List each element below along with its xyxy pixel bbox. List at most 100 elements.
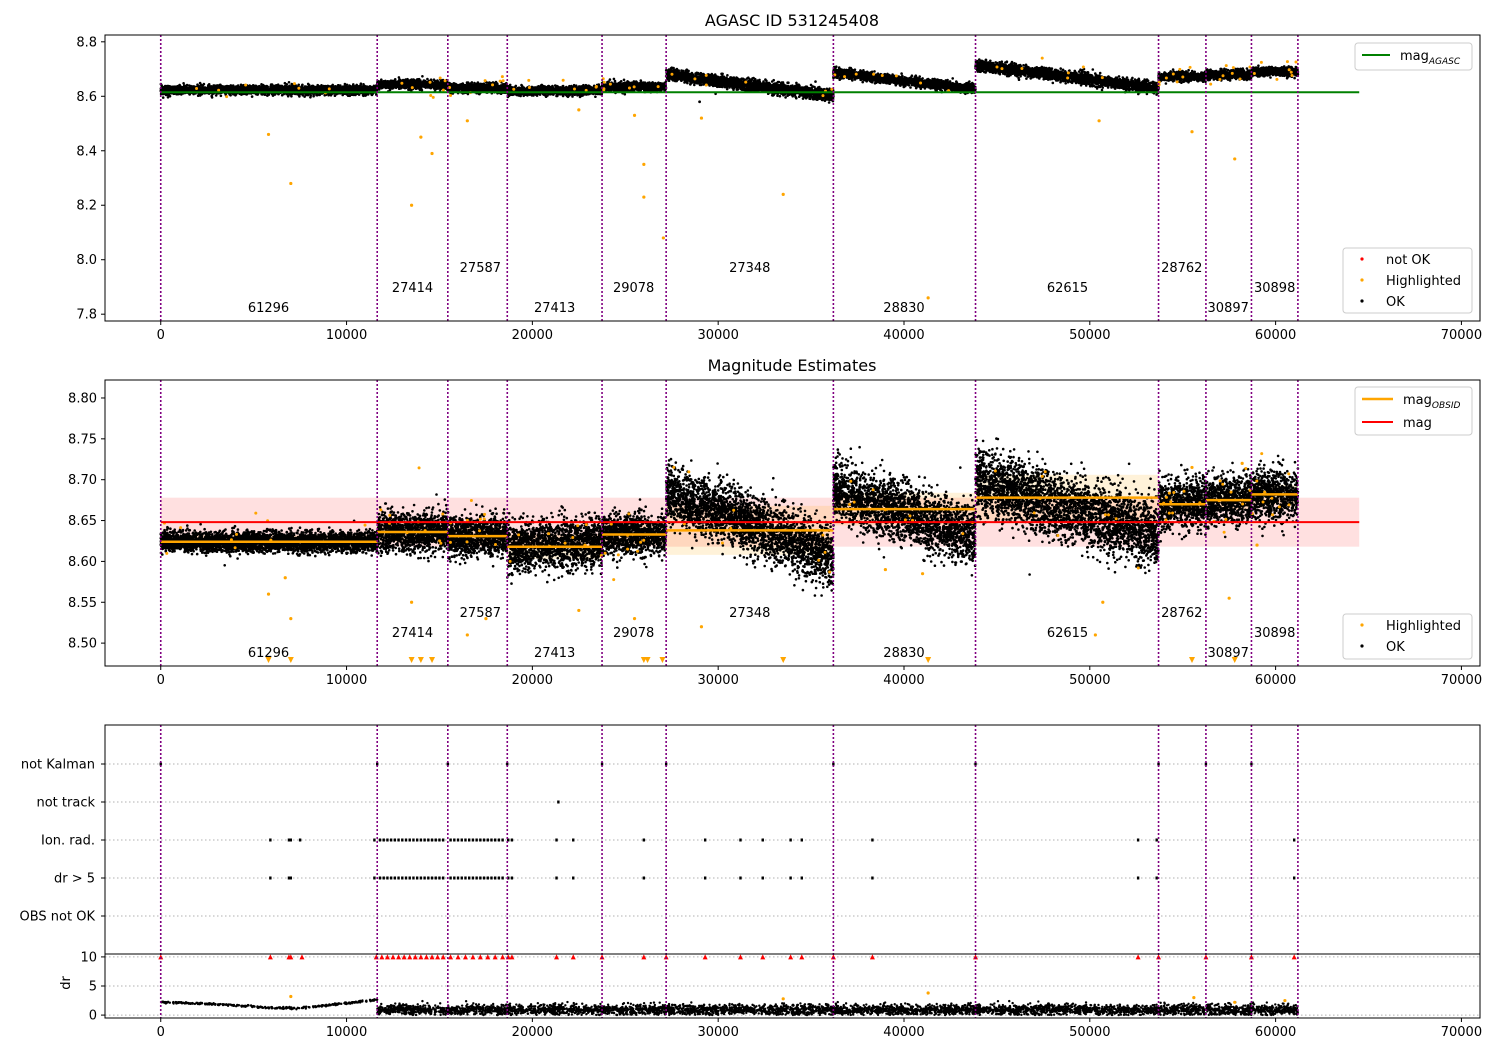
ok-point xyxy=(343,88,346,91)
ok-point xyxy=(378,83,381,86)
ok-point xyxy=(305,94,308,97)
ok-point xyxy=(390,84,393,87)
ok-point xyxy=(360,87,363,90)
ok-point xyxy=(207,84,210,87)
ok-point xyxy=(397,80,400,83)
ok-point xyxy=(450,83,453,86)
ok-point xyxy=(337,89,340,92)
ok-point xyxy=(411,83,414,86)
ok-point xyxy=(235,93,238,96)
ok-point xyxy=(408,85,411,88)
ok-point xyxy=(440,86,443,89)
ok-point xyxy=(207,88,210,91)
ok-point xyxy=(404,79,407,82)
ok-point xyxy=(309,96,312,99)
ok-point xyxy=(362,87,365,90)
ok-point xyxy=(189,85,192,88)
ok-point xyxy=(240,93,243,96)
ok-point xyxy=(304,86,307,89)
ok-point xyxy=(396,83,399,86)
ok-point xyxy=(204,87,207,90)
ok-point xyxy=(271,88,274,91)
ok-point xyxy=(199,82,202,85)
ok-point xyxy=(214,88,217,91)
ok-point xyxy=(323,88,326,91)
ok-point xyxy=(270,83,273,86)
ok-point xyxy=(373,85,376,88)
ok-point xyxy=(273,85,276,88)
ok-point xyxy=(331,86,334,89)
ok-point xyxy=(391,87,394,90)
ok-point xyxy=(380,82,383,85)
ok-point xyxy=(418,86,421,89)
ok-point xyxy=(295,89,298,92)
ok-point xyxy=(301,84,304,87)
ok-point xyxy=(321,86,324,89)
ok-point xyxy=(488,81,491,84)
ok-point xyxy=(464,88,467,91)
ok-point xyxy=(471,88,474,91)
ok-point xyxy=(260,83,263,86)
ok-point xyxy=(175,86,178,89)
ok-point xyxy=(441,81,444,84)
ok-point xyxy=(266,86,269,89)
ok-point xyxy=(351,88,354,91)
ok-point xyxy=(410,78,413,81)
ok-point xyxy=(480,85,483,88)
ok-point xyxy=(455,83,458,86)
ok-point xyxy=(453,83,456,86)
ok-point xyxy=(403,85,406,88)
ok-point xyxy=(476,83,479,86)
ok-point xyxy=(314,87,317,90)
ok-point xyxy=(420,82,423,85)
ok-point xyxy=(384,86,387,89)
ok-point xyxy=(489,88,492,91)
ok-point xyxy=(495,84,498,87)
ok-point xyxy=(494,88,497,91)
ok-point xyxy=(242,85,245,88)
ok-point xyxy=(413,79,416,82)
ok-point xyxy=(279,88,282,91)
ok-point xyxy=(199,87,202,90)
ok-point xyxy=(334,86,337,89)
ok-point xyxy=(502,84,505,87)
ok-point xyxy=(365,87,368,90)
ok-point xyxy=(466,82,469,85)
ok-point xyxy=(302,88,305,91)
ok-point xyxy=(281,88,284,91)
ok-point xyxy=(215,94,218,97)
ok-point xyxy=(401,84,404,87)
ok-point xyxy=(247,85,250,88)
ok-point xyxy=(317,87,320,90)
ok-point xyxy=(196,83,199,86)
ok-point xyxy=(165,94,168,97)
ok-point xyxy=(384,80,387,83)
ok-point xyxy=(369,85,372,88)
ok-point xyxy=(216,84,219,87)
ok-point xyxy=(355,86,358,89)
ok-point xyxy=(421,75,424,78)
ok-point xyxy=(483,88,486,91)
ok-point xyxy=(212,84,215,87)
ok-point xyxy=(434,81,437,84)
ok-point xyxy=(290,86,293,89)
ok-point xyxy=(434,88,437,91)
ok-point xyxy=(185,86,188,89)
ok-point xyxy=(417,78,420,81)
ok-point xyxy=(387,80,390,83)
ok-point xyxy=(456,88,459,91)
ok-point xyxy=(371,88,374,91)
ok-point xyxy=(327,85,330,88)
ok-point xyxy=(210,95,213,98)
ok-point xyxy=(463,84,466,87)
ok-point xyxy=(222,85,225,88)
ok-point xyxy=(265,89,268,92)
ok-point xyxy=(250,87,253,90)
ok-point xyxy=(286,83,289,86)
ok-point xyxy=(199,94,202,97)
ok-point xyxy=(203,83,206,86)
ok-point xyxy=(288,81,291,84)
ok-point xyxy=(221,88,224,91)
ok-point xyxy=(201,86,204,89)
ok-point xyxy=(251,95,254,98)
